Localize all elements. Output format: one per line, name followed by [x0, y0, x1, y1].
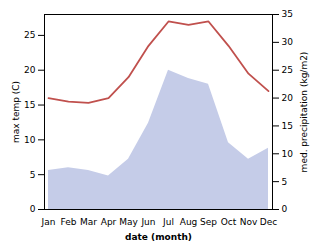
svg-text:20: 20 [24, 65, 36, 75]
svg-text:0: 0 [30, 204, 36, 214]
svg-text:25: 25 [282, 65, 293, 75]
svg-text:15: 15 [282, 121, 293, 131]
svg-text:date (month): date (month) [125, 232, 192, 242]
svg-text:5: 5 [30, 170, 36, 180]
svg-text:0: 0 [282, 204, 288, 214]
svg-text:Nov: Nov [240, 217, 258, 227]
svg-text:35: 35 [282, 9, 293, 19]
svg-text:Dec: Dec [260, 217, 277, 227]
svg-text:max temp (C): max temp (C) [11, 81, 21, 143]
svg-text:Jun: Jun [140, 217, 155, 227]
svg-text:5: 5 [282, 177, 288, 187]
svg-text:Feb: Feb [61, 217, 77, 227]
svg-text:25: 25 [24, 30, 35, 40]
svg-text:Mar: Mar [80, 217, 97, 227]
svg-text:Jan: Jan [41, 217, 56, 227]
svg-text:Oct: Oct [221, 217, 237, 227]
svg-text:30: 30 [282, 37, 294, 47]
svg-text:May: May [119, 217, 138, 227]
svg-text:Sep: Sep [200, 217, 217, 227]
svg-text:15: 15 [24, 100, 35, 110]
svg-text:20: 20 [282, 93, 294, 103]
svg-text:med. precipitation (kg/m2): med. precipitation (kg/m2) [299, 52, 309, 173]
svg-text:Apr: Apr [101, 217, 117, 227]
svg-text:10: 10 [282, 149, 294, 159]
svg-text:10: 10 [24, 135, 36, 145]
svg-text:Aug: Aug [180, 217, 198, 227]
svg-text:Jul: Jul [162, 217, 174, 227]
